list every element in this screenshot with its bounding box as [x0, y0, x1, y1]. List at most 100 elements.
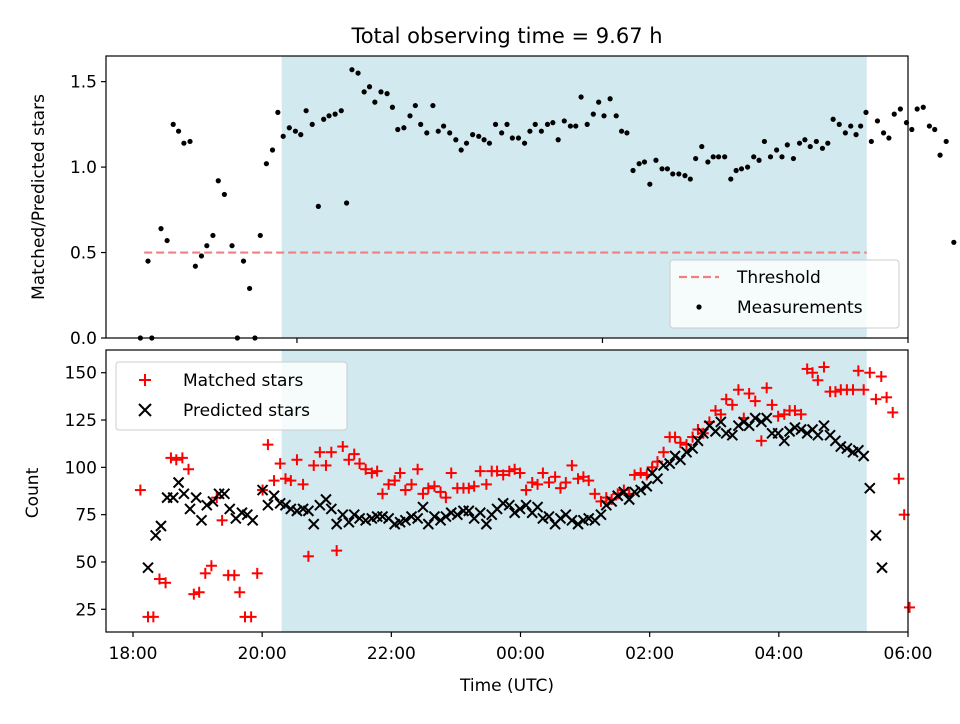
matched-star-point [583, 475, 595, 487]
matched-star-point [572, 473, 584, 485]
matched-star-point [182, 463, 194, 475]
predicted-star-point [795, 423, 807, 436]
measurement-point [407, 113, 413, 119]
x-marker-b [190, 491, 202, 504]
measurement-point [527, 128, 533, 134]
top-panel: 0.0 0.5 1.0 1.5 Threshold Measurements [70, 55, 957, 349]
matched-star-point [262, 439, 274, 451]
measurement-point [435, 128, 441, 134]
measurement-point [298, 132, 304, 138]
measurement-point [412, 102, 418, 109]
x-marker-b [852, 444, 865, 457]
measurement-point [590, 111, 596, 117]
matched-star-point [394, 467, 406, 479]
measurement-point [897, 106, 903, 112]
measurement-point [937, 152, 943, 158]
measurement-point [796, 140, 803, 146]
measurement-point [355, 70, 361, 76]
predicted-star-point [520, 499, 532, 511]
measurement-point [326, 113, 332, 119]
predicted-star-point [554, 512, 567, 525]
measurement-point [618, 128, 625, 134]
matched-star-point [732, 384, 744, 396]
measurement-point [509, 135, 515, 141]
predicted-star-point [320, 493, 332, 506]
measurement-point [458, 147, 464, 153]
measurement-point [486, 140, 493, 146]
measurement-point [192, 263, 198, 269]
matched-star-point [417, 488, 429, 500]
measurement-point [886, 135, 892, 141]
measurement-point [344, 200, 350, 206]
x-marker-b [279, 499, 292, 511]
matched-star-point [589, 488, 601, 500]
matched-star-point [279, 473, 291, 485]
matched-star-point [160, 577, 172, 589]
x-marker-b [669, 450, 681, 462]
matched-star-point [153, 573, 165, 585]
measurement-point [453, 137, 459, 143]
measurement-point [751, 154, 757, 160]
measurement-point [210, 232, 216, 239]
matched-star-point [858, 384, 870, 396]
matched-star-point [445, 467, 457, 479]
measurement-point [710, 154, 716, 160]
predicted-star-point [218, 488, 231, 500]
matched-star-point [852, 365, 864, 377]
x-marker-b [841, 442, 853, 455]
x-marker-b [697, 427, 710, 439]
measurement-point [761, 138, 768, 145]
matched-star-point [549, 471, 561, 483]
matched-star-point [875, 370, 887, 382]
legend-frame [669, 259, 900, 329]
predicted-star-point [503, 499, 515, 511]
predicted-star-point [651, 472, 664, 485]
x-marker-b [274, 497, 286, 510]
matched-star-point [199, 567, 211, 579]
measurement-point [790, 155, 797, 162]
measurement-point [630, 167, 636, 174]
x-marker-b [641, 480, 653, 492]
predicted-star-point [618, 486, 630, 498]
measurement-point [372, 99, 378, 105]
x-marker-b [195, 514, 208, 527]
measurement-point [705, 159, 711, 165]
predicted-star-point [184, 503, 196, 515]
measurement-point [779, 154, 785, 160]
matched-star-point [795, 408, 807, 420]
matched-star-point [314, 446, 326, 458]
legend-threshold-label: Threshold [736, 268, 821, 288]
matched-star-point [176, 452, 188, 464]
measurement-point [636, 161, 642, 167]
legend-matched-label: Matched stars [183, 371, 303, 391]
predicted-star-point [463, 505, 475, 517]
x-marker-b [709, 425, 722, 438]
predicted-star-point [224, 503, 236, 515]
matched-star-point [503, 465, 515, 477]
measurement-point [204, 243, 210, 249]
x-marker-b [474, 507, 486, 519]
matched-star-point [543, 476, 555, 488]
matched-star-point [291, 454, 303, 466]
matched-star-point [537, 467, 549, 479]
measurement-point [229, 243, 235, 249]
measurement-point [378, 89, 384, 95]
matched-star-point [134, 484, 146, 496]
predicted-star-point [256, 484, 269, 496]
measurement-point [470, 132, 476, 138]
matched-star-point [726, 399, 738, 411]
measurement-point [858, 123, 864, 129]
bottom-y-tick-label: 150 [65, 364, 97, 384]
x-marker-b [749, 412, 761, 424]
measurement-point [499, 130, 505, 136]
predicted-star-point [343, 516, 355, 528]
predicted-star-point [857, 450, 870, 462]
x-marker-b [445, 507, 457, 519]
top-axes-frame [105, 55, 909, 339]
measurement-point [853, 132, 859, 138]
matched-star-point [520, 484, 532, 496]
matched-star-point [474, 465, 486, 477]
x-marker-b [824, 429, 836, 441]
matched-star-point [435, 486, 447, 498]
